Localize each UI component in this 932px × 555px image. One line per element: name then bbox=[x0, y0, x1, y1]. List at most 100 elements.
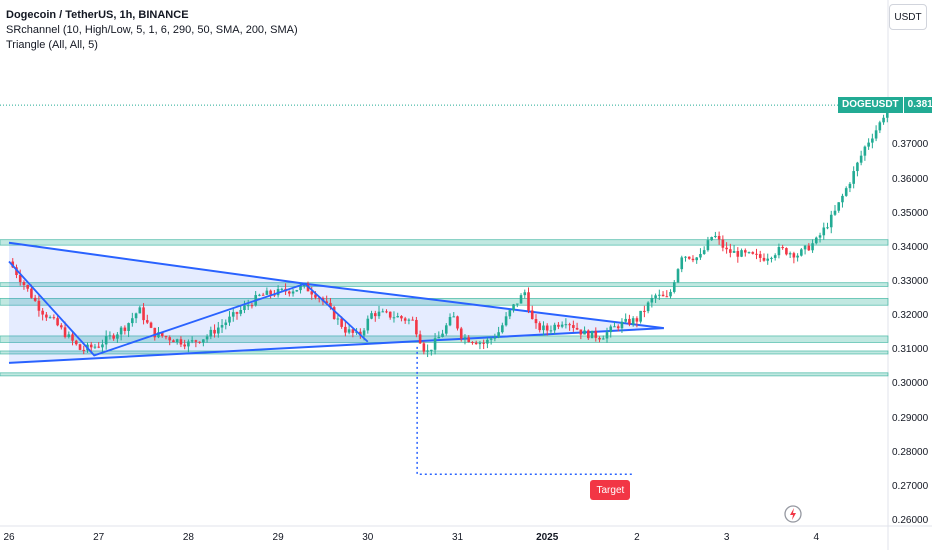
sr-zone-1 bbox=[0, 282, 889, 287]
candle-body-112 bbox=[430, 349, 433, 351]
candle-body-47 bbox=[187, 341, 190, 347]
candle-body-2 bbox=[18, 275, 22, 283]
y-tick-label: 0.30000 bbox=[892, 378, 929, 390]
candle-body-154 bbox=[587, 330, 590, 339]
candle-body-57 bbox=[224, 322, 228, 326]
candle-body-66 bbox=[258, 294, 261, 296]
candle-body-45 bbox=[179, 339, 183, 345]
candle-body-53 bbox=[209, 329, 213, 337]
candle-body-124 bbox=[474, 342, 478, 345]
currency-button[interactable]: USDT bbox=[889, 4, 927, 30]
candle-body-139 bbox=[530, 310, 534, 320]
y-tick-label: 0.28000 bbox=[892, 446, 929, 458]
candle-body-88 bbox=[340, 318, 343, 327]
candle-body-46 bbox=[183, 344, 186, 347]
price-tag-symbol: DOGEUSDT bbox=[838, 97, 903, 114]
candle-body-18 bbox=[78, 344, 82, 350]
candle-body-72 bbox=[280, 288, 284, 290]
candle-body-21 bbox=[89, 344, 93, 348]
y-tick-label: 0.26000 bbox=[892, 514, 929, 526]
candle-body-116 bbox=[444, 325, 448, 334]
candle-body-183 bbox=[695, 257, 698, 261]
candle-body-186 bbox=[706, 240, 710, 251]
candle-body-27 bbox=[112, 335, 115, 339]
candle-body-24 bbox=[101, 344, 104, 348]
symbol-title[interactable]: Dogecoin / TetherUS, 1h, BINANCE bbox=[6, 9, 189, 21]
candle-body-69 bbox=[269, 290, 272, 295]
candle-body-200 bbox=[758, 254, 762, 258]
candle-body-36 bbox=[145, 320, 149, 323]
candle-body-121 bbox=[463, 337, 467, 339]
candle-body-165 bbox=[628, 318, 631, 325]
candle-body-176 bbox=[669, 291, 672, 297]
candle-body-113 bbox=[433, 338, 437, 350]
target-projection-line bbox=[416, 346, 633, 475]
indicator-srchannel[interactable]: SRchannel (10, High/Low, 5, 1, 6, 290, 5… bbox=[6, 24, 298, 36]
candle-body-3 bbox=[22, 282, 26, 286]
candle-body-195 bbox=[740, 250, 743, 257]
candle-body-158 bbox=[601, 338, 605, 340]
candle-body-111 bbox=[426, 350, 429, 352]
candle-body-33 bbox=[134, 313, 138, 319]
candle-body-99 bbox=[381, 311, 385, 313]
candle-body-52 bbox=[205, 336, 209, 340]
candle-body-12 bbox=[56, 318, 59, 326]
candle-body-170 bbox=[646, 302, 650, 312]
candle-body-32 bbox=[131, 318, 134, 324]
candle-body-49 bbox=[194, 340, 198, 342]
candle-body-210 bbox=[796, 255, 799, 258]
candle-body-181 bbox=[687, 256, 691, 259]
candle-body-185 bbox=[702, 250, 706, 255]
candle-body-125 bbox=[478, 342, 482, 345]
candle-body-187 bbox=[710, 237, 713, 241]
candle-body-108 bbox=[415, 319, 418, 335]
candle-body-229 bbox=[867, 142, 870, 147]
candle-body-202 bbox=[766, 258, 770, 261]
candle-body-215 bbox=[815, 237, 818, 244]
candle-body-123 bbox=[471, 342, 474, 344]
candle-body-216 bbox=[818, 235, 822, 238]
candle-body-80 bbox=[310, 291, 314, 295]
candle-body-59 bbox=[231, 312, 235, 317]
candle-body-104 bbox=[400, 316, 403, 319]
candle-body-15 bbox=[67, 334, 71, 338]
candle-body-193 bbox=[732, 251, 736, 253]
candle-body-220 bbox=[833, 210, 837, 215]
candle-body-156 bbox=[594, 330, 598, 338]
candle-body-126 bbox=[482, 342, 485, 344]
candle-body-39 bbox=[157, 332, 160, 338]
price-tag-value: 0.38182 bbox=[902, 97, 932, 114]
candle-body-87 bbox=[336, 318, 340, 320]
candle-body-51 bbox=[202, 339, 205, 343]
candle-body-60 bbox=[235, 312, 239, 314]
candle-body-14 bbox=[63, 327, 67, 338]
lightning-logo-icon[interactable] bbox=[784, 505, 802, 523]
candle-body-157 bbox=[598, 337, 601, 340]
target-label: Target bbox=[590, 480, 631, 501]
candle-body-201 bbox=[762, 257, 766, 261]
candle-body-209 bbox=[792, 253, 796, 258]
candle-body-131 bbox=[501, 325, 504, 333]
candle-body-35 bbox=[142, 307, 145, 321]
candle-body-95 bbox=[366, 318, 370, 331]
candle-body-163 bbox=[620, 321, 624, 329]
candle-body-146 bbox=[557, 324, 560, 327]
candle-body-203 bbox=[770, 257, 773, 259]
candle-body-149 bbox=[568, 324, 571, 326]
indicator-triangle[interactable]: Triangle (All, All, 5) bbox=[6, 39, 98, 51]
candle-body-179 bbox=[680, 257, 684, 270]
candle-body-207 bbox=[785, 248, 788, 255]
candle-body-94 bbox=[362, 330, 366, 336]
candle-body-222 bbox=[841, 195, 844, 203]
zigzag-line bbox=[8, 260, 369, 357]
candle-body-40 bbox=[160, 332, 164, 337]
x-tick-label: 4 bbox=[813, 532, 820, 543]
candle-body-208 bbox=[788, 253, 792, 255]
candle-body-140 bbox=[534, 319, 538, 324]
candle-body-212 bbox=[803, 245, 807, 250]
candle-body-134 bbox=[512, 304, 515, 311]
candle-body-16 bbox=[71, 334, 74, 341]
candle-body-7 bbox=[37, 300, 41, 311]
